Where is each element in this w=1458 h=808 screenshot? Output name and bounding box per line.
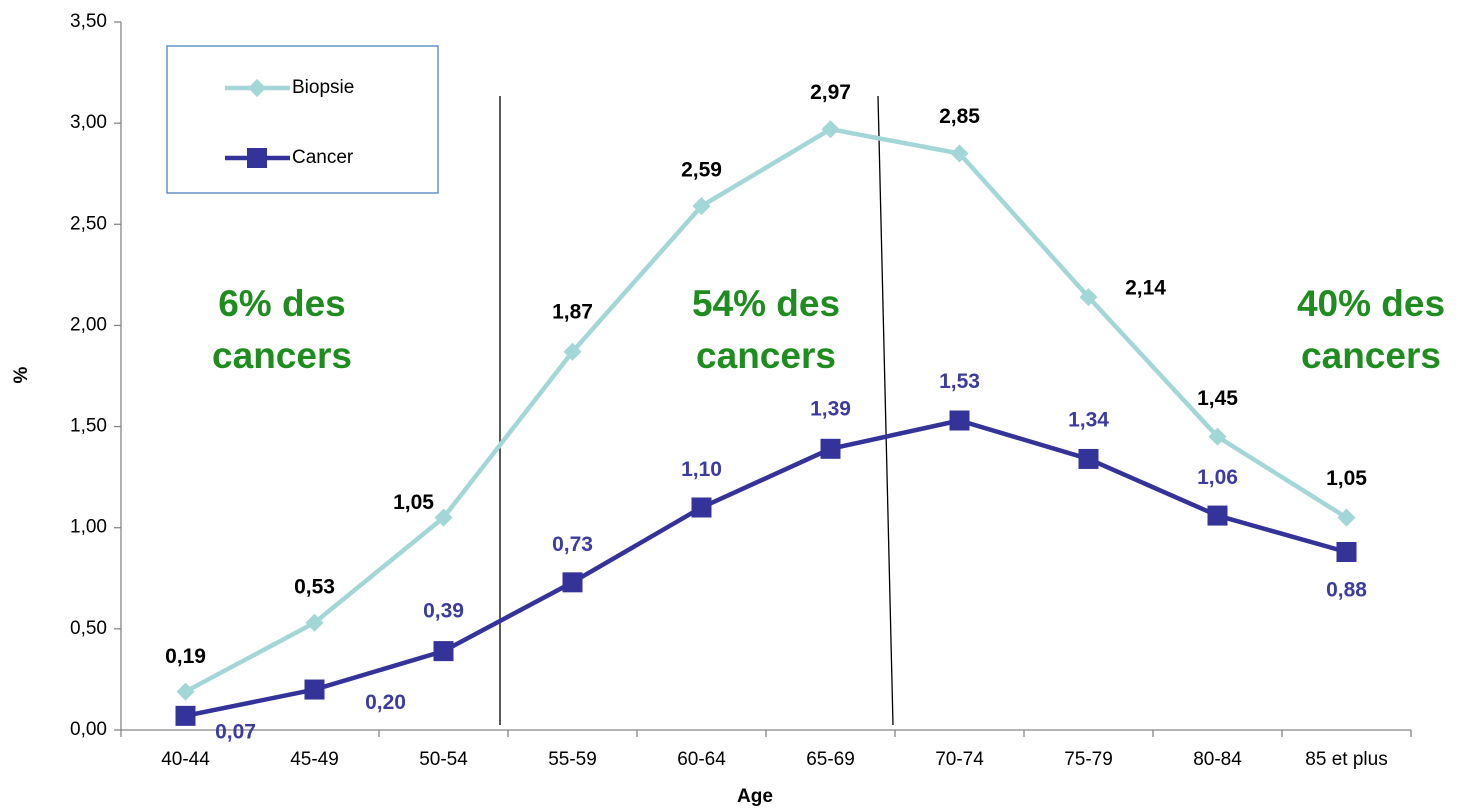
data-label: 0,19 — [165, 645, 206, 668]
annotation: cancers — [1301, 335, 1441, 376]
x-tick-label: 55-59 — [548, 749, 597, 770]
x-tick-label: 60-64 — [677, 749, 726, 770]
marker — [821, 120, 840, 139]
data-label: 2,14 — [1125, 277, 1166, 300]
marker — [950, 144, 969, 163]
data-label: 1,87 — [552, 300, 593, 323]
marker — [563, 342, 582, 361]
y-tick-label: 3,50 — [70, 11, 107, 32]
marker — [305, 613, 324, 632]
series-line — [185, 418, 1348, 719]
x-tick-label: 40-44 — [161, 749, 210, 770]
x-tick-label: 75-79 — [1064, 749, 1113, 770]
marker — [175, 705, 196, 726]
annotation: cancers — [696, 335, 836, 376]
y-tick-label: 3,00 — [70, 112, 107, 133]
marker — [434, 508, 453, 527]
y-tick-label: 1,00 — [70, 517, 107, 538]
divider-line — [877, 95, 894, 726]
x-tick-label: 65-69 — [806, 749, 855, 770]
data-label: 2,85 — [939, 105, 980, 128]
data-label: 2,97 — [810, 81, 851, 104]
data-label: 0,73 — [552, 533, 593, 556]
marker — [1337, 508, 1356, 527]
legend-label: Biopsie — [292, 77, 354, 98]
data-label: 1,10 — [681, 458, 722, 481]
marker — [692, 197, 711, 216]
marker — [1079, 288, 1098, 307]
data-label: 0,07 — [215, 720, 256, 743]
marker — [176, 682, 195, 701]
marker — [1078, 448, 1099, 469]
marker — [247, 148, 267, 168]
x-tick-label: 85 et plus — [1305, 749, 1387, 770]
y-tick-label: 2,00 — [70, 314, 107, 335]
x-tick-label: 80-84 — [1193, 749, 1242, 770]
marker — [1208, 427, 1227, 446]
x-tick-label: 50-54 — [419, 749, 468, 770]
legend-label: Cancer — [292, 147, 354, 168]
marker — [433, 641, 454, 662]
x-axis-title: Age — [737, 786, 773, 807]
data-label: 1,05 — [393, 491, 434, 514]
data-label: 0,53 — [294, 575, 335, 598]
y-tick-label: 0,00 — [70, 719, 107, 740]
data-label: 1,53 — [939, 370, 980, 393]
marker — [304, 679, 325, 700]
y-tick-label: 1,50 — [70, 416, 107, 437]
data-label: 1,34 — [1068, 408, 1109, 431]
y-axis-title: % — [11, 366, 32, 383]
series-line — [184, 126, 1348, 694]
marker — [1336, 541, 1357, 562]
x-tick-label: 45-49 — [290, 749, 339, 770]
data-label: 1,05 — [1326, 467, 1367, 490]
marker — [820, 438, 841, 459]
data-label: 2,59 — [681, 159, 722, 182]
data-label: 0,88 — [1326, 579, 1367, 602]
legend-box — [166, 45, 439, 194]
annotation: 6% des — [218, 283, 346, 324]
data-label: 1,06 — [1197, 466, 1238, 489]
marker — [248, 79, 266, 97]
data-label: 1,39 — [810, 397, 851, 420]
data-label: 0,39 — [423, 600, 464, 623]
data-label: 1,45 — [1197, 387, 1238, 410]
marker — [691, 497, 712, 518]
marker — [949, 410, 970, 431]
marker — [1207, 505, 1228, 526]
y-tick-label: 2,50 — [70, 213, 107, 234]
x-tick-label: 70-74 — [935, 749, 984, 770]
data-label: 0,20 — [365, 691, 406, 714]
annotation: 54% des — [692, 283, 840, 324]
y-tick-label: 0,50 — [70, 618, 107, 639]
marker — [562, 572, 583, 593]
annotation: cancers — [212, 335, 352, 376]
annotation: 40% des — [1297, 283, 1445, 324]
